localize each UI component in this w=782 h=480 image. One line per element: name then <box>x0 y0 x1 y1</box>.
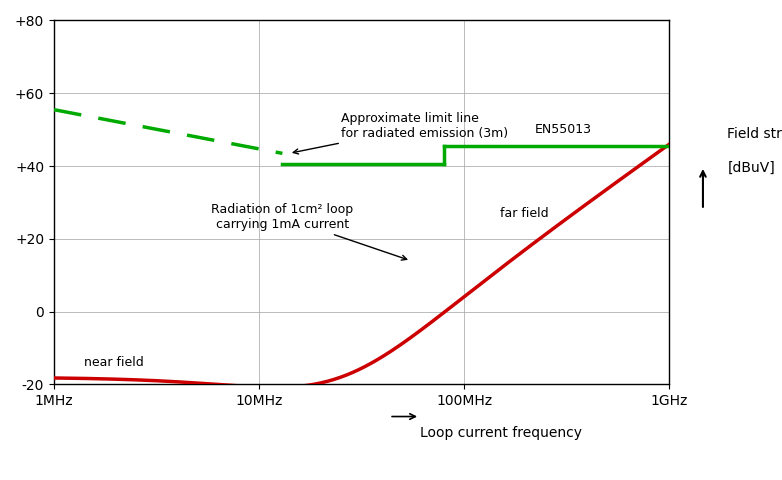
Text: Approximate limit line
for radiated emission (3m): Approximate limit line for radiated emis… <box>293 112 508 154</box>
Text: Field strength: Field strength <box>727 127 782 142</box>
Text: Radiation of 1cm² loop
carrying 1mA current: Radiation of 1cm² loop carrying 1mA curr… <box>211 203 407 260</box>
Text: far field: far field <box>500 207 549 220</box>
Text: [dBuV]: [dBuV] <box>727 161 775 175</box>
Text: Loop current frequency: Loop current frequency <box>420 426 582 440</box>
Text: EN55013: EN55013 <box>534 123 591 136</box>
Text: near field: near field <box>84 356 144 369</box>
